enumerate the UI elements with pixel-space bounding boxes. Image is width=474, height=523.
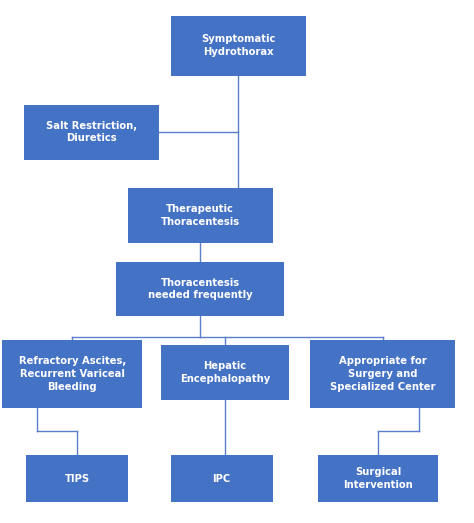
- FancyBboxPatch shape: [26, 455, 128, 502]
- Text: Hepatic
Encephalopathy: Hepatic Encephalopathy: [180, 361, 270, 384]
- FancyBboxPatch shape: [161, 345, 289, 400]
- FancyBboxPatch shape: [116, 262, 284, 316]
- Text: IPC: IPC: [212, 473, 231, 484]
- Text: TIPS: TIPS: [64, 473, 90, 484]
- FancyBboxPatch shape: [310, 340, 455, 408]
- FancyBboxPatch shape: [171, 455, 273, 502]
- FancyBboxPatch shape: [318, 455, 438, 502]
- FancyBboxPatch shape: [24, 105, 159, 160]
- FancyBboxPatch shape: [2, 340, 142, 408]
- FancyBboxPatch shape: [171, 16, 306, 76]
- Text: Surgical
Intervention: Surgical Intervention: [343, 467, 413, 490]
- Text: Thoracentesis
needed frequently: Thoracentesis needed frequently: [148, 278, 253, 300]
- Text: Salt Restriction,
Diuretics: Salt Restriction, Diuretics: [46, 121, 137, 143]
- Text: Symptomatic
Hydrothorax: Symptomatic Hydrothorax: [201, 35, 275, 57]
- FancyBboxPatch shape: [128, 188, 273, 243]
- Text: Appropriate for
Surgery and
Specialized Center: Appropriate for Surgery and Specialized …: [330, 356, 436, 392]
- Text: Therapeutic
Thoracentesis: Therapeutic Thoracentesis: [161, 204, 240, 227]
- Text: Refractory Ascites,
Recurrent Variceal
Bleeding: Refractory Ascites, Recurrent Variceal B…: [18, 356, 126, 392]
